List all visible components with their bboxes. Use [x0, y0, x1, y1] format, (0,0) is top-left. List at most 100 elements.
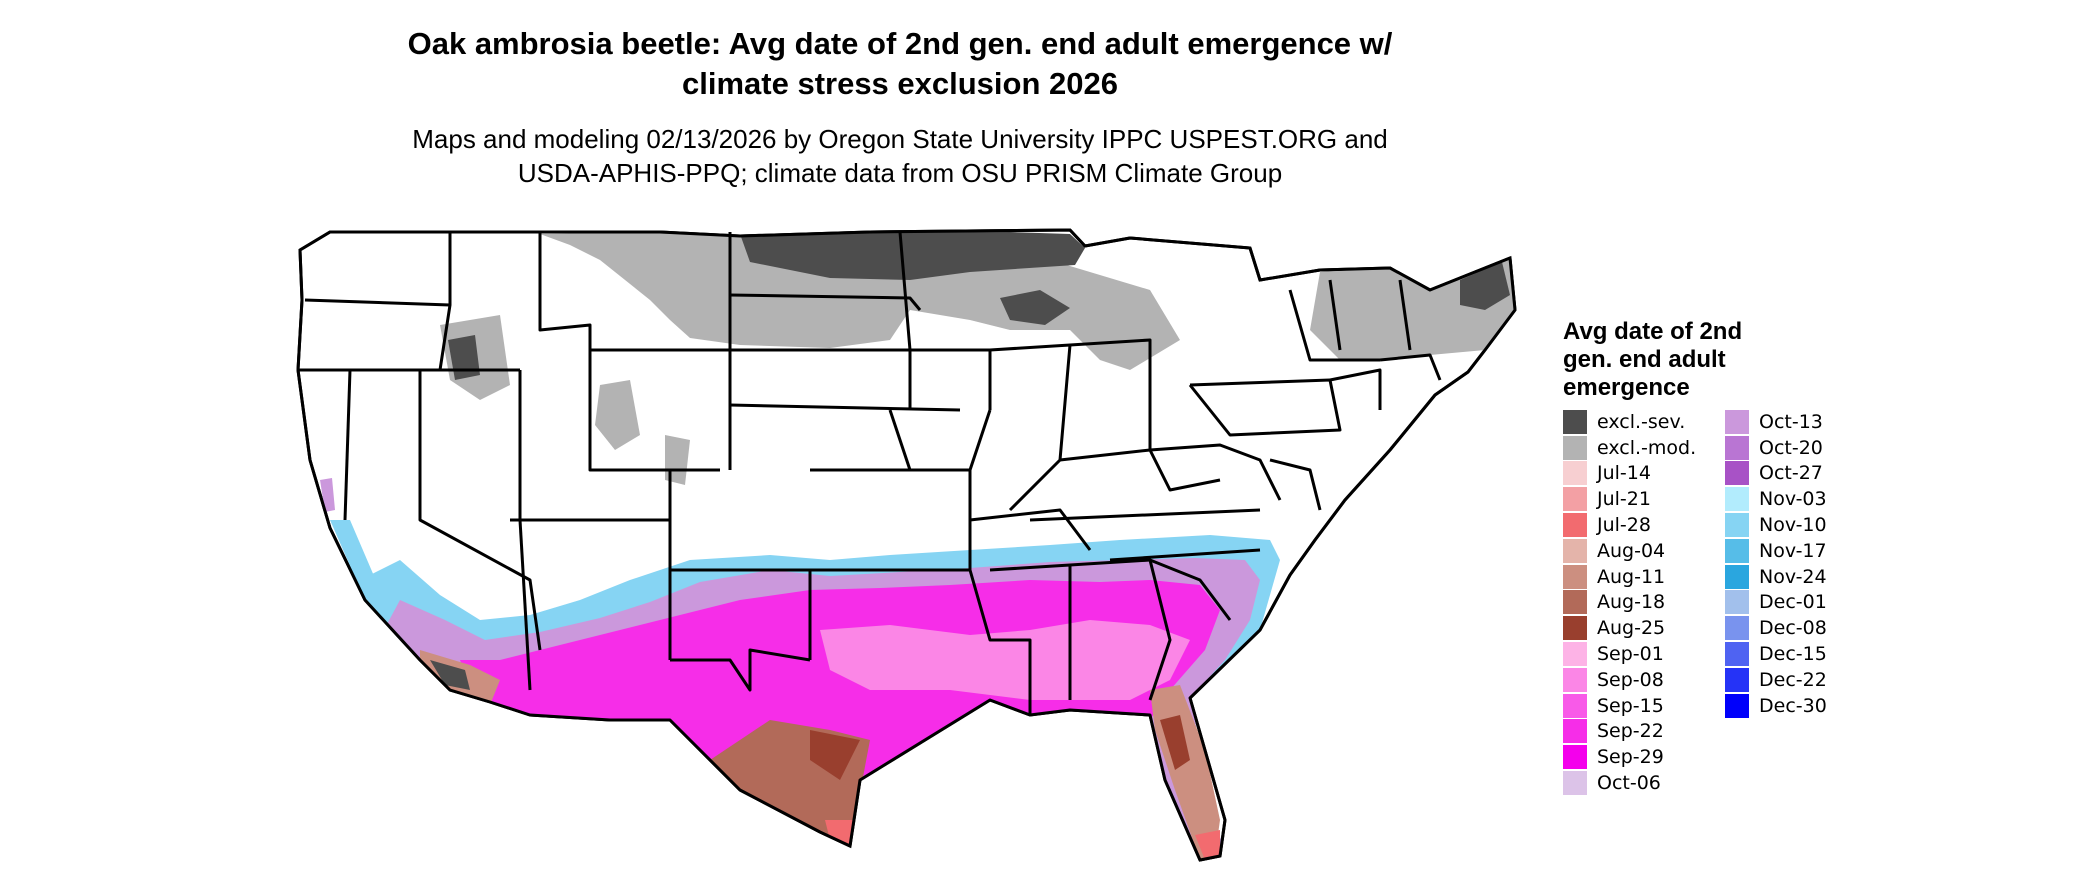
legend-label: excl.-sev.: [1597, 410, 1686, 433]
legend-item: Sep-15: [1563, 693, 1696, 719]
legend-label: Aug-11: [1597, 565, 1666, 588]
legend-item: Sep-29: [1563, 744, 1696, 770]
legend-label: Jul-21: [1597, 488, 1651, 511]
legend-label: Oct-20: [1759, 436, 1823, 459]
legend-label: Jul-28: [1597, 514, 1651, 537]
legend-swatch: [1725, 590, 1749, 615]
legend-label: Nov-24: [1759, 565, 1827, 588]
legend-label: Aug-25: [1597, 617, 1666, 640]
legend-swatch: [1725, 513, 1749, 538]
legend-swatch: [1563, 693, 1587, 718]
legend-swatch: [1563, 538, 1587, 563]
legend-swatch: [1563, 487, 1587, 512]
legend-item: Dec-08: [1725, 615, 1827, 641]
band-aug-dark: [1160, 715, 1190, 770]
legend-label: Dec-01: [1759, 591, 1827, 614]
excl-sev-region: [740, 232, 1085, 280]
legend-label: Oct-13: [1759, 410, 1823, 433]
excl-sev-region: [1000, 290, 1070, 325]
legend-item: Jul-28: [1563, 512, 1696, 538]
legend-item: Oct-20: [1725, 435, 1827, 461]
legend-item: excl.-sev.: [1563, 409, 1696, 435]
legend-item: Oct-27: [1725, 461, 1827, 487]
legend-item: Sep-08: [1563, 667, 1696, 693]
legend-item: Aug-04: [1563, 538, 1696, 564]
legend-swatch: [1725, 564, 1749, 589]
legend-label: Aug-04: [1597, 539, 1666, 562]
legend-label: Dec-15: [1759, 643, 1827, 666]
legend-label: excl.-mod.: [1597, 436, 1697, 459]
legend-item: Dec-22: [1725, 667, 1827, 693]
legend-column-2: Oct-13 Oct-20 Oct-27 Nov-03 Nov-10 Nov-17 Nov-…: [1725, 409, 1827, 719]
legend-item: Dec-15: [1725, 641, 1827, 667]
band-desert-sev: [430, 660, 470, 690]
legend-item: Aug-18: [1563, 590, 1696, 616]
legend-item: Nov-17: [1725, 538, 1827, 564]
legend-swatch: [1563, 745, 1587, 770]
map-title-line: climate stress exclusion 2026: [682, 66, 1118, 101]
legend-swatch: [1725, 538, 1749, 563]
band-sep-light: [820, 620, 1190, 700]
legend-item: Sep-22: [1563, 719, 1696, 745]
legend-swatch: [1725, 435, 1749, 460]
legend-label: Sep-22: [1597, 720, 1664, 743]
map-title-line: Oak ambrosia beetle: Avg date of 2nd gen…: [407, 26, 1393, 61]
legend-swatch: [1725, 616, 1749, 641]
legend-item: Nov-03: [1725, 486, 1827, 512]
band-coast: [330, 520, 380, 600]
excl-sev-region: [1460, 262, 1510, 310]
legend-label: Aug-18: [1597, 591, 1666, 614]
legend-label: Jul-14: [1597, 462, 1651, 485]
legend-item: Dec-30: [1725, 693, 1827, 719]
legend-item: excl.-mod.: [1563, 435, 1696, 461]
legend-swatch: [1725, 487, 1749, 512]
legend-item: Sep-01: [1563, 641, 1696, 667]
legend-item: Aug-11: [1563, 564, 1696, 590]
legend-item: Aug-25: [1563, 615, 1696, 641]
legend-item: Jul-21: [1563, 486, 1696, 512]
legend-item: Oct-06: [1563, 770, 1696, 796]
legend-label: Dec-30: [1759, 694, 1827, 717]
legend-swatch: [1563, 409, 1587, 434]
legend-swatch: [1725, 409, 1749, 434]
legend-title-line: gen. end adult: [1563, 346, 1726, 373]
legend-title: Avg date of 2nd gen. end adult emergence: [1563, 318, 1823, 402]
legend-swatch: [1563, 513, 1587, 538]
legend-label: Sep-01: [1597, 643, 1664, 666]
legend-item: Nov-10: [1725, 512, 1827, 538]
map-subtitle-line: Maps and modeling 02/13/2026 by Oregon S…: [412, 124, 1388, 154]
map-subtitle-line: USDA-APHIS-PPQ; climate data from OSU PR…: [517, 158, 1283, 188]
legend-swatch: [1563, 642, 1587, 667]
legend-item: Dec-01: [1725, 590, 1827, 616]
legend-swatch: [1725, 667, 1749, 692]
legend-swatch: [1725, 693, 1749, 718]
legend-swatch: [1563, 771, 1587, 796]
legend-title-line: Avg date of 2nd: [1563, 318, 1743, 345]
us-map: [296, 228, 1517, 862]
legend-swatch: [1563, 435, 1587, 460]
legend-label: Dec-08: [1759, 617, 1827, 640]
legend-label: Oct-27: [1759, 462, 1823, 485]
legend-item: Nov-24: [1725, 564, 1827, 590]
legend-label: Sep-15: [1597, 694, 1664, 717]
legend-label: Sep-29: [1597, 746, 1664, 769]
legend-swatch: [1563, 667, 1587, 692]
legend-swatch: [1563, 719, 1587, 744]
legend-swatch: [1563, 590, 1587, 615]
map-title: Oak ambrosia beetle: Avg date of 2nd gen…: [300, 24, 1500, 104]
map-subtitle: Maps and modeling 02/13/2026 by Oregon S…: [300, 122, 1500, 190]
legend-swatch: [1563, 616, 1587, 641]
state-borders: [296, 228, 1517, 862]
legend-item: Oct-13: [1725, 409, 1827, 435]
legend-item: Jul-14: [1563, 461, 1696, 487]
legend-label: Nov-17: [1759, 539, 1827, 562]
legend-title-line: emergence: [1563, 374, 1690, 401]
excl-mod-region: [595, 380, 640, 450]
legend-label: Nov-03: [1759, 488, 1827, 511]
legend-swatch: [1563, 461, 1587, 486]
legend-label: Sep-08: [1597, 668, 1664, 691]
band-aug-dark: [810, 730, 860, 780]
legend-label: Dec-22: [1759, 668, 1827, 691]
legend-swatch: [1725, 642, 1749, 667]
legend-column-1: excl.-sev. excl.-mod. Jul-14 Jul-21 Jul-28 Au…: [1563, 409, 1696, 796]
